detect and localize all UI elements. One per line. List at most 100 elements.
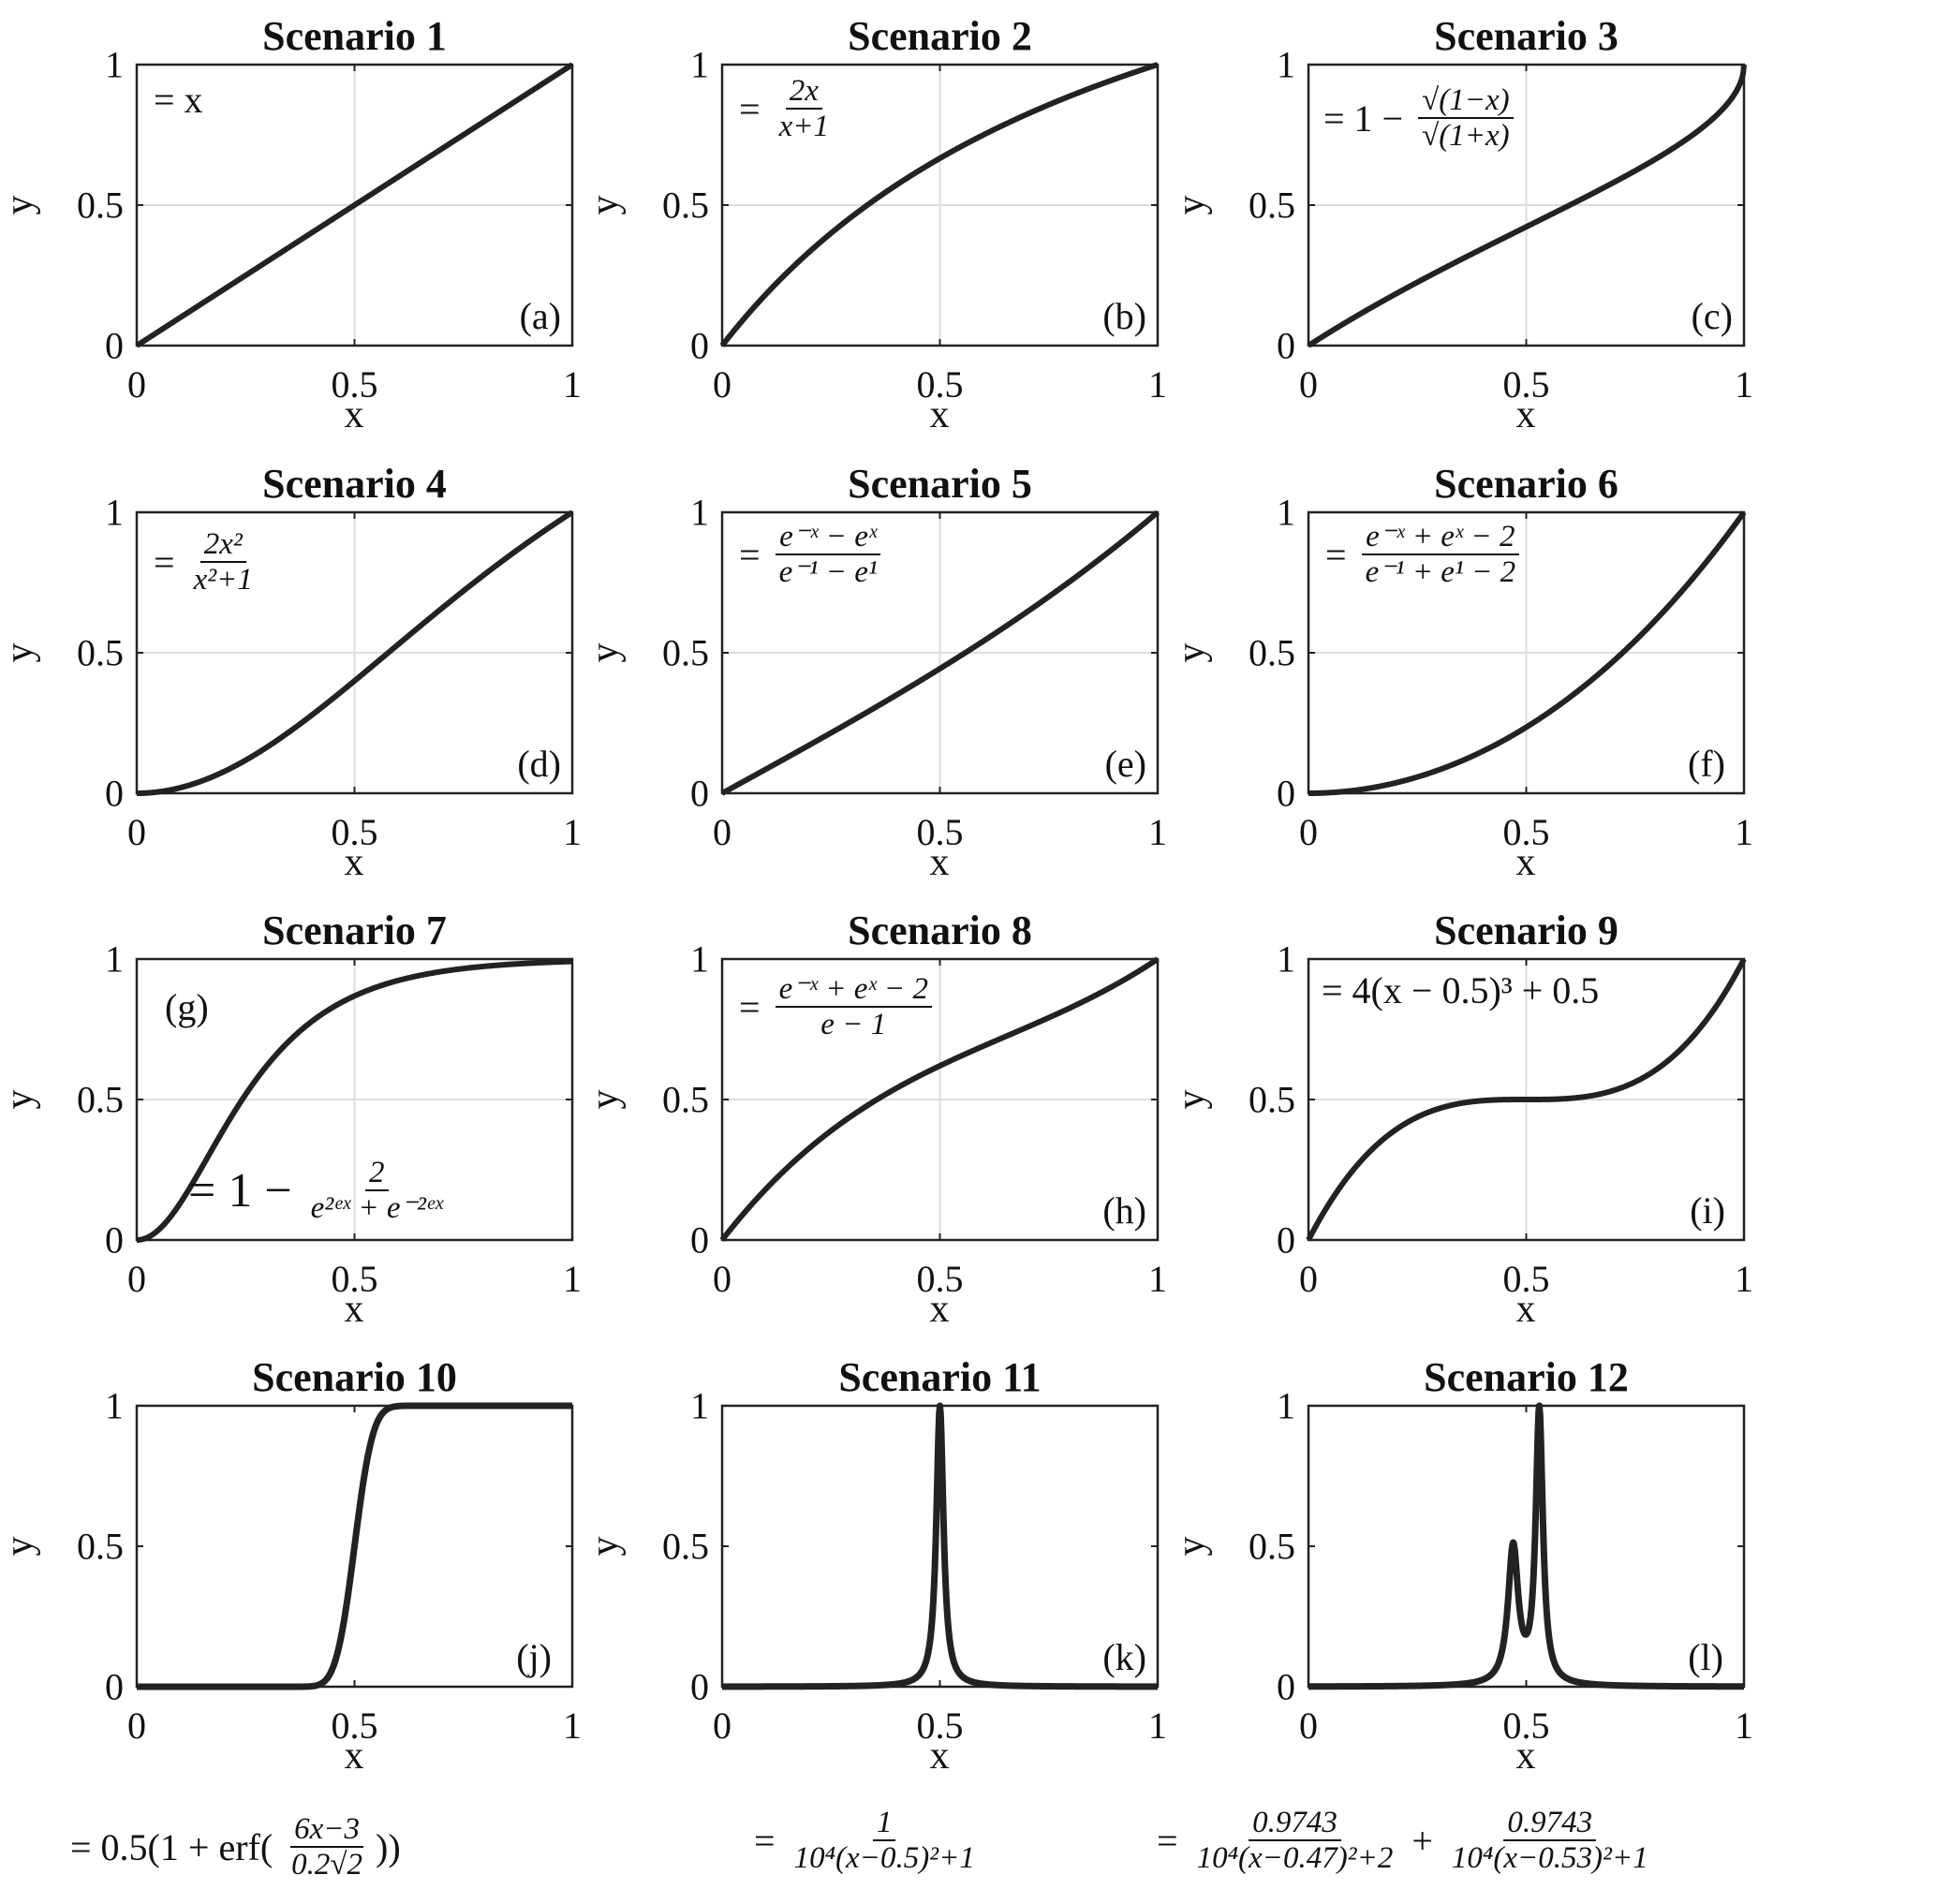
formula-numerator: 1 [872,1806,896,1842]
axes-box [135,63,574,347]
y-tick-label: 1 [690,491,709,534]
axes-box [135,957,574,1242]
y-tick-label: 0 [105,772,124,815]
y-tick-label: 1 [1277,1384,1295,1427]
x-tick-label: 1 [1735,811,1753,853]
axes-box [1307,510,1746,795]
y-tick-label: 1 [105,43,124,86]
y-tick-label: 0 [690,772,709,815]
chart-panel-6: Scenario 6 0 0.5 1 0 0.5 1 y x (f) = e⁻ˣ + eˣ − 2 e⁻… [1170,461,1753,884]
formula-numerator: 0.9743 [1503,1806,1597,1842]
panel-tag: (c) [1691,295,1733,337]
formula-prefix: = [739,985,761,1028]
x-tick-label: 0 [1299,363,1318,406]
x-axis-label: x [1515,1288,1536,1331]
y-axis-label: y [1170,642,1213,663]
chart-title: Scenario 4 [262,461,447,507]
formula-fraction: 6x−3 0.2√2 [288,1812,366,1882]
chart-panel-4: Scenario 4 0 0.5 1 0 0.5 1 y x (d) = 2x² x²+1 [0,461,582,884]
formula-fraction: e⁻ˣ − eˣ e⁻¹ − e¹ [776,520,881,590]
x-tick-label: 1 [1148,1258,1167,1300]
plot-area [1306,1402,1747,1690]
y-tick-label: 0.5 [77,631,124,674]
chart-panel-12: Scenario 12 0 0.5 1 0 0.5 1 y x (l) [1170,1354,1753,1778]
y-axis-label: y [1170,1089,1213,1110]
x-axis-label: x [344,841,364,884]
axes-box [135,1404,574,1689]
panel-tag: (j) [516,1636,552,1678]
y-axis-label: y [1170,195,1213,215]
formula-annotation: = 0.9743 10⁴(x−0.47)²+2 +0.9743 10⁴(x−0.53)²… [1157,1806,1656,1876]
chart-title: Scenario 8 [848,908,1032,953]
formula-annotation: = 1 10⁴(x−0.5)²+1 [754,1806,983,1876]
y-tick-label: 0.5 [77,184,124,227]
chart-panel-3: Scenario 3 0 0.5 1 0 0.5 1 y x (c) = 1 − √(1−x) √(1+… [1170,13,1753,436]
x-axis-label: x [929,393,950,436]
formula-denominator: e⁻¹ − e¹ [778,555,878,590]
formula-numerator: 2x [785,74,822,111]
x-tick-label: 1 [563,811,582,853]
x-axis-label: x [344,393,364,436]
chart-panel-9: Scenario 9 0 0.5 1 0 0.5 1 y x (i) = 4(x − 0.5)³ +… [1170,908,1753,1331]
x-tick-label: 0 [127,811,146,853]
x-tick-label: 0.5 [916,363,964,406]
panel-tag: (f) [1688,743,1725,785]
formula-denominator: 10⁴(x−0.47)²+2 [1196,1841,1394,1876]
y-tick-label: 0.5 [662,1525,709,1568]
y-axis-label: y [584,1089,627,1110]
data-series-line [134,1402,575,1690]
formula-fraction: √(1−x) √(1+x) [1418,83,1514,154]
data-series-line [134,62,575,348]
chart-title: Scenario 6 [1434,461,1618,507]
data-series-line [1306,957,1747,1242]
formula-prefix: = [754,1819,776,1862]
formula-numerator: √(1−x) [1418,83,1514,120]
data-series-line [1306,1402,1747,1690]
formula-fraction: 2x x+1 [776,74,833,144]
formula-fraction: 1 10⁴(x−0.5)²+1 [791,1806,979,1876]
formula-fraction: 0.9743 10⁴(x−0.53)²+1 [1448,1806,1652,1876]
chart-title: Scenario 10 [252,1354,457,1400]
formula-annotation: = 0.5(1 + erf(6x−3 0.2√2)) [70,1812,401,1882]
data-series-line [1306,510,1747,796]
y-tick-label: 0.5 [77,1525,124,1568]
x-tick-label: 0 [1299,1705,1318,1747]
x-tick-label: 1 [1735,1705,1753,1747]
x-tick-label: 0 [713,1705,732,1747]
data-series-line [719,509,1160,796]
plot-area [1306,510,1747,796]
formula-numerator: 2x² [200,527,246,564]
data-series-line [719,62,1160,347]
y-tick-label: 1 [690,43,709,86]
data-series-line [719,956,1160,1242]
plot-area [719,956,1160,1242]
chart-title: Scenario 2 [848,13,1032,59]
y-tick-label: 0 [1277,1218,1295,1262]
formula-numerator: e⁻ˣ + eˣ − 2 [1362,520,1519,556]
y-axis-label: y [0,1089,41,1110]
x-tick-label: 1 [1148,1705,1167,1747]
x-tick-label: 0 [1299,1258,1318,1300]
x-tick-label: 1 [1735,1258,1753,1300]
panel-tag: (h) [1102,1189,1146,1232]
x-tick-label: 1 [563,1705,582,1747]
y-axis-label: y [0,195,41,215]
chart-panel-2: Scenario 2 0 0.5 1 0 0.5 1 y x (b) = 2x x+1 [584,13,1167,436]
formula-denominator: x+1 [778,110,829,144]
formula-annotation: = 4(x − 0.5)³ + 0.5 [1322,968,1610,1012]
y-axis-label: y [584,195,627,215]
plot-area [134,957,575,1243]
formula-numerator: 2 [365,1156,389,1192]
y-tick-label: 1 [105,1384,124,1427]
x-tick-label: 0.5 [916,1258,964,1300]
y-axis-label: y [0,1536,41,1557]
x-axis-label: x [1515,841,1536,884]
plot-area [134,1402,575,1690]
y-tick-label: 1 [1277,43,1295,86]
plot-area [719,62,1160,347]
y-tick-label: 0.5 [1249,184,1295,227]
x-tick-label: 0.5 [1502,1258,1550,1300]
x-axis-label: x [1515,393,1536,436]
